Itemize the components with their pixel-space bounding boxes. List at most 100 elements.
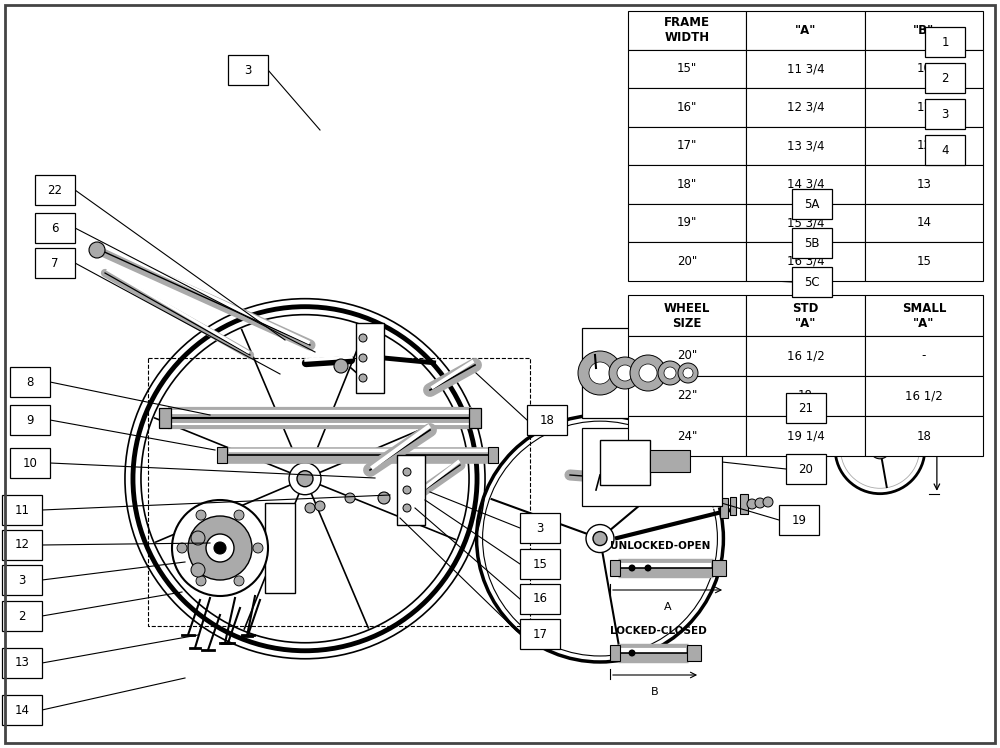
Bar (610, 645, 620, 661)
Bar (746, 336, 865, 376)
Text: 15: 15 (916, 255, 931, 268)
Text: 16 1/2: 16 1/2 (905, 390, 943, 402)
Text: 22: 22 (48, 183, 62, 197)
Circle shape (359, 354, 367, 362)
Bar (865, 242, 983, 280)
Text: STD
"A": STD "A" (792, 301, 819, 330)
Bar (628, 376, 746, 416)
Bar (35, 175, 75, 205)
Text: 18": 18" (677, 178, 697, 191)
Text: 11: 11 (14, 503, 30, 517)
Bar (865, 49, 983, 88)
Bar (520, 549, 560, 579)
Bar (228, 55, 268, 85)
Circle shape (359, 374, 367, 382)
Circle shape (683, 368, 693, 378)
Circle shape (177, 543, 187, 553)
Bar (10, 367, 50, 397)
Text: 16 1/2: 16 1/2 (787, 349, 824, 362)
Text: SMALL
"A": SMALL "A" (902, 301, 946, 330)
Bar (582, 328, 722, 418)
Text: WHEEL
SIZE: WHEEL SIZE (664, 301, 710, 330)
Text: 2: 2 (18, 610, 26, 622)
Bar (520, 619, 560, 649)
Circle shape (359, 334, 367, 342)
Text: 6: 6 (51, 221, 59, 235)
Bar (925, 27, 965, 57)
Text: 3: 3 (536, 521, 544, 535)
Text: B: B (651, 687, 659, 697)
Bar (2, 695, 42, 725)
Text: 15: 15 (533, 557, 547, 571)
Circle shape (617, 365, 633, 381)
Text: 18: 18 (540, 414, 554, 426)
Text: 15 3/4: 15 3/4 (787, 216, 824, 230)
Text: A: A (664, 602, 671, 612)
Text: 11 3/4: 11 3/4 (787, 62, 824, 76)
Bar (628, 126, 746, 165)
Circle shape (841, 409, 919, 488)
Bar (628, 165, 746, 203)
Bar (746, 49, 865, 88)
Circle shape (196, 510, 206, 520)
Bar (865, 203, 983, 242)
Text: 20: 20 (799, 462, 813, 476)
Text: 14: 14 (916, 216, 931, 230)
Circle shape (678, 363, 698, 383)
Text: 9: 9 (26, 414, 34, 426)
Bar (792, 267, 832, 297)
Bar (792, 228, 832, 258)
Bar (650, 450, 690, 472)
Text: 12 3/4: 12 3/4 (787, 101, 824, 114)
Circle shape (763, 497, 773, 507)
Text: 3: 3 (941, 108, 949, 120)
Text: 12: 12 (14, 539, 30, 551)
Bar (865, 336, 983, 376)
Text: 18: 18 (798, 390, 813, 402)
Bar (865, 165, 983, 203)
Circle shape (172, 500, 268, 596)
Text: 21: 21 (798, 402, 814, 414)
Text: 19 1/4: 19 1/4 (787, 429, 824, 443)
Text: 13: 13 (15, 657, 29, 669)
Circle shape (403, 468, 411, 476)
Text: 12: 12 (916, 139, 931, 153)
Text: 20": 20" (677, 349, 697, 362)
Bar (865, 11, 983, 49)
Bar (746, 88, 865, 126)
Circle shape (403, 486, 411, 494)
Bar (628, 416, 746, 456)
Circle shape (658, 361, 682, 385)
Bar (10, 405, 50, 435)
Circle shape (214, 542, 226, 554)
Circle shape (578, 351, 622, 395)
Bar (159, 408, 171, 428)
Bar (740, 494, 748, 514)
Bar (628, 336, 746, 376)
Circle shape (196, 576, 206, 586)
Text: 22": 22" (677, 390, 697, 402)
Circle shape (639, 364, 657, 382)
Bar (628, 49, 746, 88)
Text: 19: 19 (792, 513, 806, 527)
Circle shape (253, 543, 263, 553)
Bar (865, 88, 983, 126)
Text: 11: 11 (916, 101, 931, 114)
Bar (10, 448, 50, 478)
Circle shape (289, 463, 321, 494)
Circle shape (870, 439, 890, 459)
Bar (779, 505, 819, 535)
Text: 19": 19" (677, 216, 697, 230)
Circle shape (403, 504, 411, 512)
Text: 1: 1 (941, 35, 949, 49)
Bar (148, 358, 530, 626)
Text: 2: 2 (941, 72, 949, 85)
Text: 10: 10 (916, 62, 931, 76)
Bar (746, 416, 865, 456)
Bar (746, 126, 865, 165)
Text: 13 3/4: 13 3/4 (787, 139, 824, 153)
Bar (746, 203, 865, 242)
Circle shape (629, 649, 636, 657)
Text: 4: 4 (941, 144, 949, 156)
Bar (2, 530, 42, 560)
